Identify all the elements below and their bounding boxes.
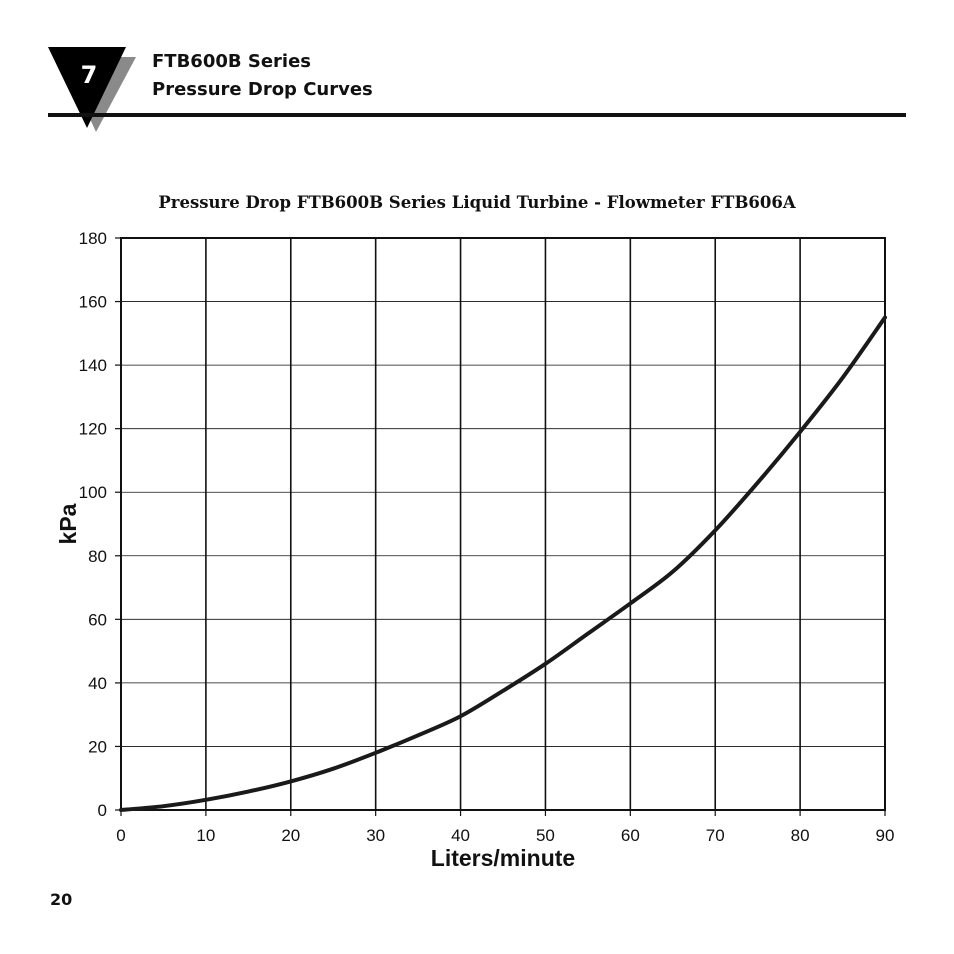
y-tick-label: 60 (88, 610, 107, 629)
y-tick-label: 40 (88, 674, 107, 693)
x-tick-label: 60 (621, 826, 640, 845)
y-tick-label: 180 (79, 229, 107, 248)
x-tick-label: 30 (366, 826, 385, 845)
x-tick-label: 80 (791, 826, 810, 845)
y-tick-label: 160 (79, 293, 107, 312)
y-tick-label: 140 (79, 356, 107, 375)
y-tick-label: 0 (98, 801, 107, 820)
chapter-number: 7 (81, 61, 98, 89)
x-tick-label: 90 (876, 826, 895, 845)
x-tick-label: 20 (281, 826, 300, 845)
x-axis-label: Liters/minute (431, 845, 575, 871)
y-tick-label: 120 (79, 420, 107, 439)
x-axis-ticks: 0 10 20 30 40 50 60 70 80 90 (116, 810, 894, 845)
plot-border (120, 237, 886, 811)
chart-series (119, 315, 887, 812)
y-tick-label: 20 (88, 737, 107, 756)
y-axis-label: kPa (55, 503, 81, 544)
x-tick-label: 50 (536, 826, 555, 845)
y-axis-ticks: 0 20 40 60 80 100 120 140 160 180 (79, 229, 121, 820)
chart-title: Pressure Drop FTB600B Series Liquid Turb… (158, 193, 796, 212)
header-title-line2: Pressure Drop Curves (152, 79, 373, 100)
x-tick-label: 40 (451, 826, 470, 845)
x-tick-label: 0 (116, 826, 125, 845)
page-number: 20 (50, 890, 72, 909)
pressure-drop-curve (119, 315, 887, 812)
chart-grid (121, 238, 885, 810)
chapter-badge: 7 (48, 47, 136, 132)
plot-frame (120, 237, 886, 811)
x-tick-label: 70 (706, 826, 725, 845)
y-tick-label: 80 (88, 547, 107, 566)
x-tick-label: 10 (196, 826, 215, 845)
header-title-line1: FTB600B Series (152, 51, 311, 72)
y-tick-label: 100 (79, 483, 107, 502)
badge-triangle (48, 47, 126, 128)
header-rule (48, 113, 906, 117)
